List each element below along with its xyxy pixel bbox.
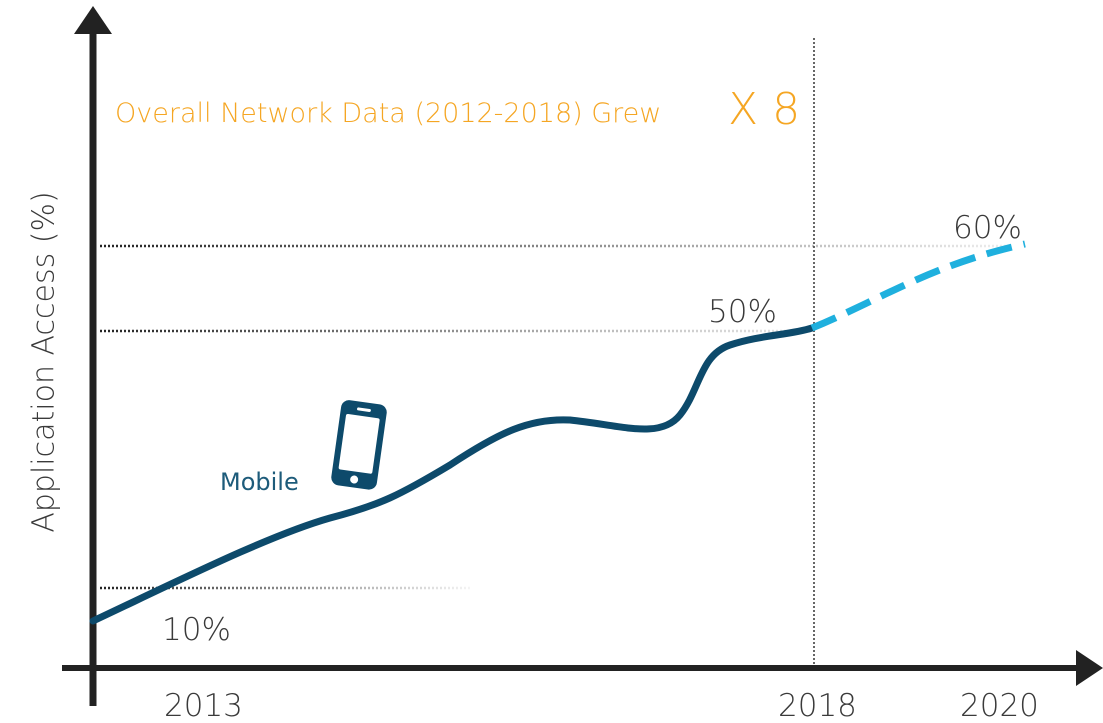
level-label: 60% xyxy=(953,210,1022,246)
phone-icon xyxy=(331,400,387,490)
annotation-emphasis: X 8 xyxy=(728,84,800,135)
forecast-line xyxy=(810,240,1026,332)
year-label: 2013 xyxy=(164,688,243,723)
year-label: 2020 xyxy=(960,688,1039,723)
y-axis-arrow xyxy=(74,6,112,34)
year-label: 2018 xyxy=(778,688,857,723)
device-label: Mobile xyxy=(220,468,299,496)
level-label: 50% xyxy=(708,294,777,330)
level-label: 10% xyxy=(162,612,231,648)
y-axis-label: Application Access (%) xyxy=(27,191,62,532)
trend-line xyxy=(89,324,816,625)
x-axis-arrow xyxy=(1076,650,1103,686)
annotation: Overall Network Data (2012-2018) Grew xyxy=(115,98,661,129)
